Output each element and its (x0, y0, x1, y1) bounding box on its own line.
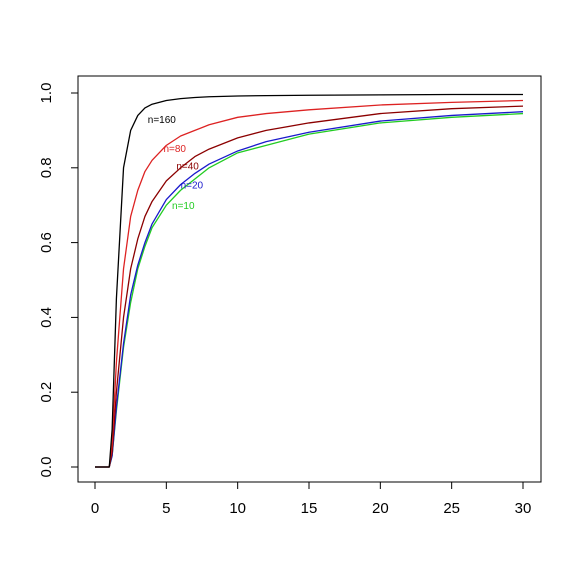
y-tick-label: 0.6 (38, 232, 55, 253)
y-axis: 0.0 0.2 0.4 0.6 0.8 1.0 (38, 83, 79, 478)
series-label-n-10: n=10 (172, 201, 195, 212)
series-line-n-80 (95, 99, 524, 468)
series-labels: n=10 n=20 n=40 n=80 n=160 (148, 115, 204, 212)
x-tick-label: 20 (372, 500, 389, 517)
series-lines (95, 93, 524, 468)
x-tick-label: 0 (91, 500, 99, 517)
x-tick-label: 25 (443, 500, 460, 517)
y-tick-label: 0.8 (38, 157, 55, 178)
plot-frame (77, 75, 542, 483)
x-axis: 0 5 10 15 20 25 30 (91, 481, 532, 517)
series-label-n-20: n=20 (181, 180, 204, 191)
y-tick-label: 1.0 (38, 83, 55, 104)
y-tick-label: 0.2 (38, 382, 55, 403)
series-label-n-160: n=160 (148, 115, 177, 126)
x-tick-label: 5 (162, 500, 170, 517)
series-label-n-40: n=40 (176, 162, 199, 173)
x-tick-label: 30 (515, 500, 532, 517)
series-line-n-10 (95, 112, 524, 468)
series-line-n-20 (95, 111, 524, 468)
x-tick-label: 15 (301, 500, 318, 517)
y-tick-label: 0.4 (38, 307, 55, 328)
x-tick-label: 10 (229, 500, 246, 517)
y-tick-label: 0.0 (38, 457, 55, 478)
series-label-n-80: n=80 (163, 144, 186, 155)
series-line-n-40 (95, 105, 524, 468)
series-line-n-160 (95, 93, 523, 468)
